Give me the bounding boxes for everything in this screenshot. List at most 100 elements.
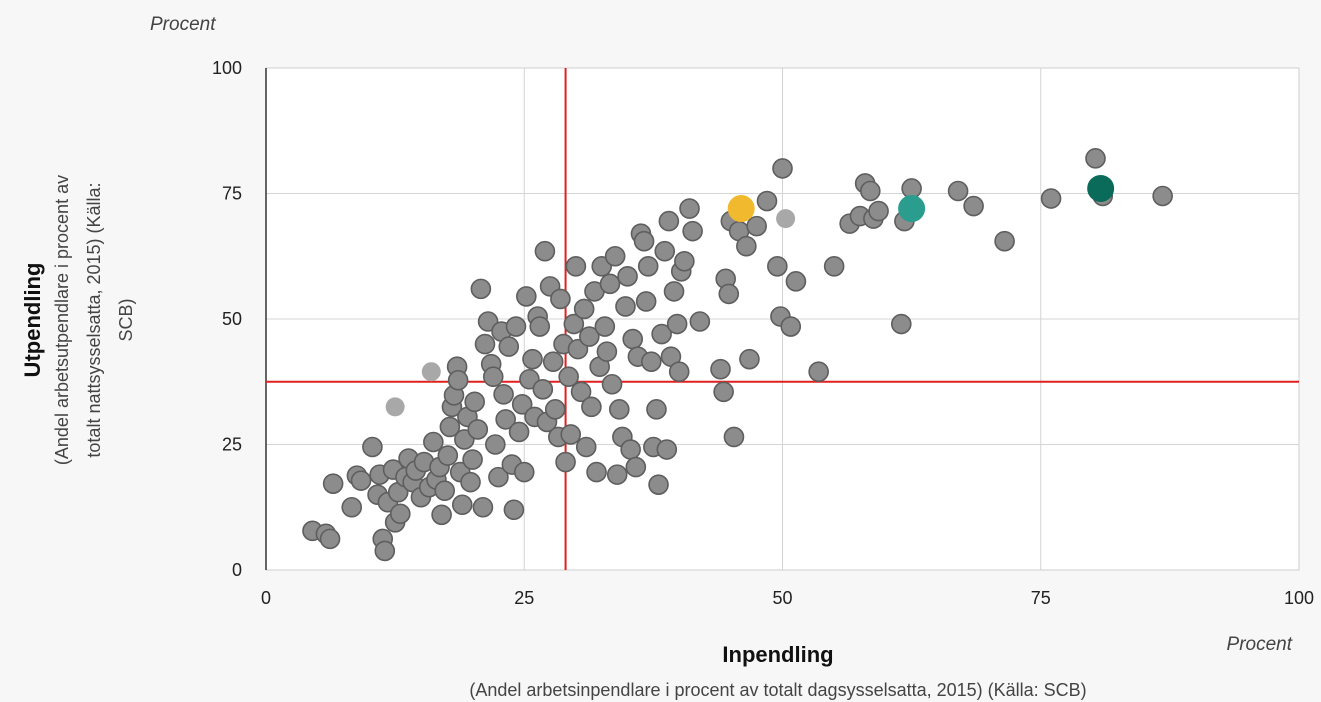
data-point [994, 230, 1015, 252]
data-point [423, 431, 444, 453]
data-point [534, 240, 556, 262]
data-point [772, 158, 793, 179]
x-unit-label: Procent [1227, 634, 1293, 655]
y-axis-title: Utpendling [20, 263, 45, 378]
data-point [488, 466, 509, 488]
data-point [550, 288, 571, 310]
y-tick-label: 75 [222, 184, 242, 204]
data-point [654, 240, 676, 262]
x-tick-label: 0 [261, 588, 271, 608]
x-axis-title: Inpendling [722, 642, 833, 667]
data-point-light [776, 209, 796, 229]
data-point [503, 499, 525, 521]
data-point [668, 361, 690, 383]
data-point [679, 198, 700, 219]
x-axis-subtitle: (Andel arbetsinpendlare i procent av tot… [469, 680, 1086, 700]
data-point [713, 381, 734, 403]
data-point [1085, 148, 1106, 169]
data-point [319, 528, 341, 550]
data-point [579, 326, 600, 347]
data-point [594, 316, 616, 337]
data-point [606, 464, 628, 485]
data-points [302, 148, 1173, 562]
data-point [658, 210, 680, 232]
data-point [620, 439, 641, 460]
data-point [437, 445, 459, 466]
data-point [467, 419, 489, 440]
data-point [637, 255, 659, 277]
data-point [1152, 185, 1173, 207]
data-point [513, 461, 535, 483]
data-point [341, 496, 363, 518]
data-point [464, 391, 485, 413]
data-point [890, 313, 912, 335]
data-point [495, 409, 516, 430]
data-point [622, 328, 644, 350]
data-point [767, 255, 788, 277]
data-point [615, 296, 636, 317]
highlight-point [727, 195, 755, 223]
data-point [868, 200, 889, 222]
data-point [625, 456, 647, 478]
data-point [362, 436, 383, 458]
data-point [462, 449, 483, 470]
y-tick-label: 25 [222, 435, 242, 455]
data-point [485, 434, 506, 455]
data-point [516, 286, 537, 307]
data-point [608, 399, 630, 420]
data-point [573, 298, 595, 320]
data-point [641, 351, 662, 372]
y-axis-subtitle-line-3: SCB) [116, 298, 136, 341]
y-unit-label: Procent [150, 14, 216, 35]
data-point [439, 416, 461, 438]
data-point [718, 283, 740, 305]
data-point [723, 426, 745, 448]
data-point [596, 341, 618, 362]
highlight-point [898, 195, 926, 223]
data-point [511, 394, 533, 415]
data-point [947, 180, 969, 202]
data-point [663, 281, 685, 302]
data-point [785, 271, 807, 292]
data-point [601, 373, 623, 395]
data-point [746, 215, 767, 237]
data-point [322, 473, 344, 494]
data-point-light [421, 362, 441, 382]
data-point [565, 255, 587, 277]
data-point [374, 540, 396, 562]
data-point [599, 273, 621, 295]
data-point [447, 369, 469, 391]
data-point [522, 348, 543, 370]
y-tick-label: 100 [212, 58, 242, 78]
data-point [963, 195, 984, 217]
data-point [542, 351, 564, 372]
y-axis-subtitle-line-2: totalt nattsysselsatta, 2015) (Källa: [84, 182, 104, 457]
y-tick-label: 0 [232, 560, 242, 580]
x-tick-label: 50 [772, 588, 792, 608]
data-point [431, 504, 452, 526]
data-point [656, 439, 678, 460]
y-tick-label: 50 [222, 309, 242, 329]
data-point [555, 451, 576, 473]
data-point [710, 358, 731, 380]
highlight-point [1087, 174, 1115, 202]
data-point [451, 494, 473, 516]
data-point [617, 266, 638, 287]
data-point [860, 180, 881, 202]
x-tick-label: 100 [1284, 588, 1314, 608]
data-point [508, 421, 530, 443]
data-point [544, 399, 566, 420]
data-point [666, 313, 688, 335]
data-point [529, 316, 551, 337]
data-point [482, 366, 504, 388]
data-point [575, 436, 597, 458]
grid-lines [265, 67, 1300, 571]
data-point [648, 474, 669, 495]
data-point [460, 471, 481, 493]
data-point [350, 470, 372, 491]
data-point [604, 245, 626, 267]
data-point [434, 480, 456, 501]
data-point [505, 316, 527, 337]
data-point [756, 190, 778, 212]
